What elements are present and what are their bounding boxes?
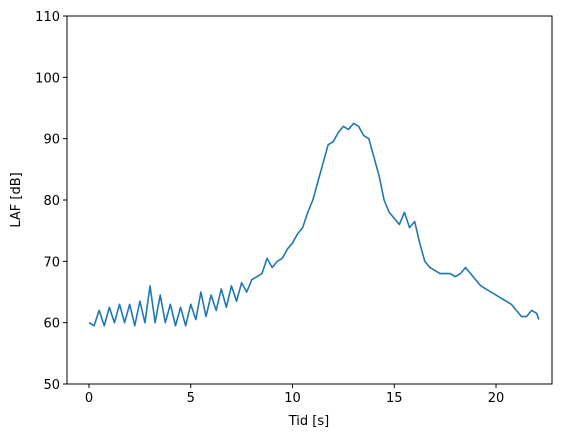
- y-axis-label: LAF [dB]: [9, 172, 24, 227]
- plot-frame: [66, 15, 553, 385]
- y-tick-label: 90: [43, 133, 60, 148]
- y-tick-label: 50: [43, 378, 60, 393]
- y-tick-label: 60: [43, 317, 60, 332]
- data-line: [88, 122, 540, 327]
- y-tick-label: 110: [35, 10, 60, 25]
- x-tick-label: 0: [85, 391, 93, 406]
- x-tick-label: 5: [187, 391, 195, 406]
- y-tick-label: 80: [43, 194, 60, 209]
- x-tick-label: 10: [284, 391, 301, 406]
- x-axis-label: Tid [s]: [288, 414, 329, 429]
- y-tick-label: 70: [43, 255, 60, 270]
- x-tick-label: 20: [488, 391, 505, 406]
- y-tick-label: 100: [35, 71, 60, 86]
- x-tick-label: 15: [386, 391, 403, 406]
